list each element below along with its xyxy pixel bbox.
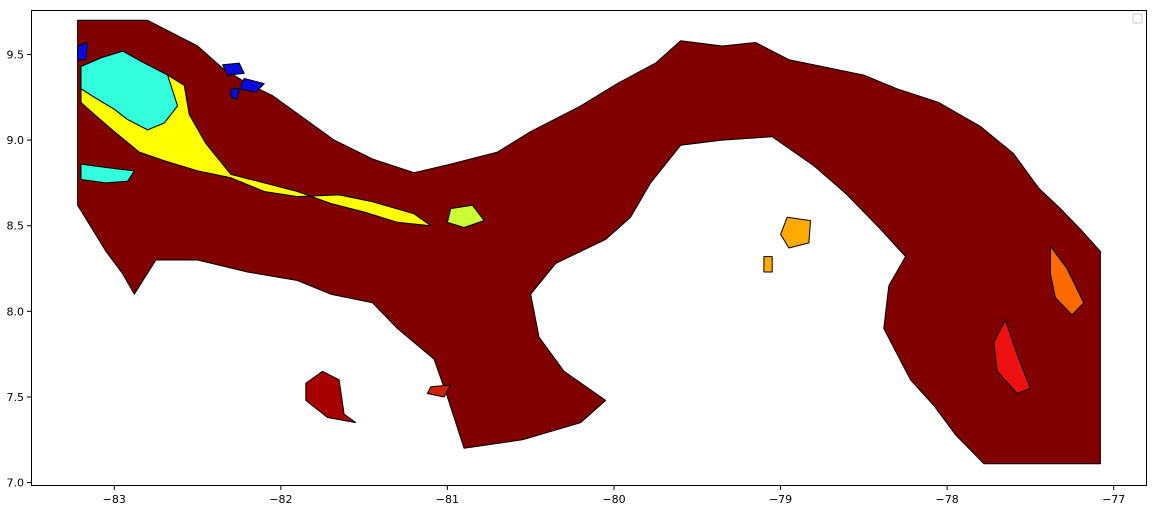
region-west-cyan-south xyxy=(80,163,135,184)
x-tick-label: −78 xyxy=(936,493,959,506)
region-central-lime xyxy=(446,204,485,228)
y-tick-label: 9.5 xyxy=(7,49,25,62)
region-west-yellow xyxy=(80,74,432,227)
y-tick-label: 9.0 xyxy=(7,134,25,147)
x-tick-label: −77 xyxy=(1102,493,1125,506)
y-tick-label: 7.0 xyxy=(7,477,25,490)
x-tick-label: −79 xyxy=(769,493,792,506)
region-north-blue-2 xyxy=(238,78,265,93)
region-nw-blue xyxy=(77,42,89,61)
region-gulf-red-islet xyxy=(426,384,452,398)
legend xyxy=(1132,13,1143,24)
region-east-orange xyxy=(1049,245,1085,316)
region-pearl-orange-2 xyxy=(763,256,773,273)
y-tick-label: 8.0 xyxy=(7,305,25,318)
region-north-blue-1 xyxy=(222,62,245,76)
plot-frame xyxy=(31,10,1147,486)
x-tick-label: −82 xyxy=(269,493,292,506)
legend-box xyxy=(1132,13,1143,24)
x-tick-label: −80 xyxy=(602,493,625,506)
region-coiba-darkred xyxy=(305,370,357,424)
x-axis: −83 −82 −81 −80 −79 −78 −77 xyxy=(103,486,1125,506)
x-tick-label: −83 xyxy=(103,493,126,506)
y-tick-label: 8.5 xyxy=(7,220,25,233)
region-mainland xyxy=(77,19,1101,465)
y-tick-label: 7.5 xyxy=(7,391,25,404)
region-pearl-orange-1 xyxy=(780,216,811,249)
region-north-blue-3 xyxy=(230,88,240,100)
axes-frame xyxy=(31,10,1147,486)
x-tick-label: −81 xyxy=(436,493,459,506)
y-axis: 7.0 7.5 8.0 8.5 9.0 9.5 xyxy=(7,49,31,490)
regions-layer xyxy=(77,19,1101,465)
region-east-red xyxy=(993,319,1031,394)
